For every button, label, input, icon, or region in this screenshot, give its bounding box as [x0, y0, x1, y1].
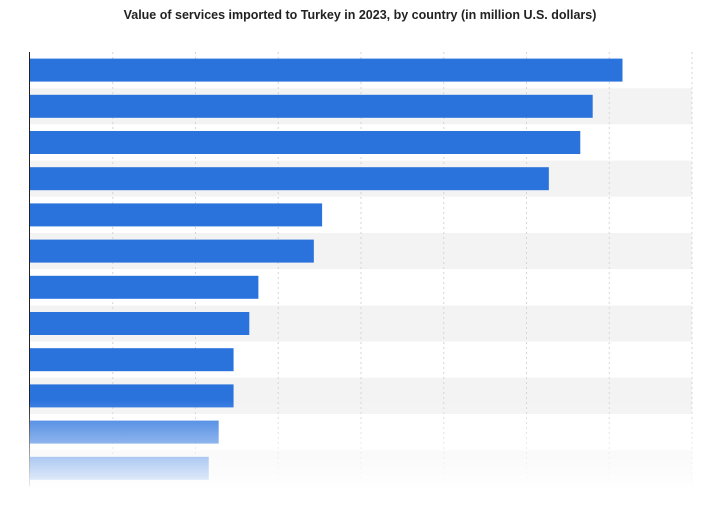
bar[interactable] — [30, 275, 259, 299]
chart-title: Value of services imported to Turkey in … — [123, 8, 597, 22]
bar[interactable] — [30, 239, 314, 263]
bar[interactable] — [30, 312, 250, 335]
bar[interactable] — [30, 456, 209, 480]
bar[interactable] — [30, 167, 549, 191]
bar[interactable] — [30, 58, 623, 82]
bar[interactable] — [30, 131, 581, 154]
bar[interactable] — [30, 203, 323, 227]
bar[interactable] — [30, 384, 234, 408]
bar[interactable] — [30, 348, 234, 372]
bar[interactable] — [30, 94, 593, 118]
bar[interactable] — [30, 420, 219, 444]
